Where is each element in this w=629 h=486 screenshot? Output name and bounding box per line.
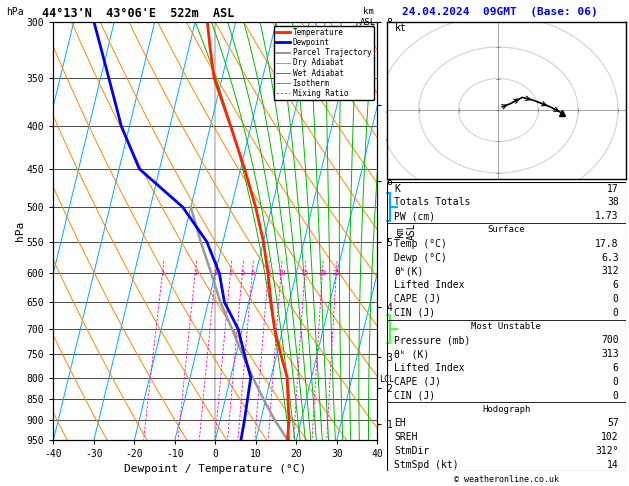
Text: Most Unstable: Most Unstable [471,322,542,331]
Text: 6: 6 [250,270,254,276]
Text: 44°13'N  43°06'E  522m  ASL: 44°13'N 43°06'E 522m ASL [42,7,235,20]
Text: LCL: LCL [379,375,394,384]
Text: 10: 10 [277,270,285,276]
Text: 1.73: 1.73 [595,211,619,221]
Text: 6: 6 [613,280,619,290]
Text: 2: 2 [193,270,198,276]
Text: 57: 57 [607,418,619,428]
Text: 14: 14 [607,460,619,469]
Text: 5: 5 [240,270,245,276]
Text: Lifted Index: Lifted Index [394,363,464,373]
Text: CAPE (J): CAPE (J) [394,377,441,387]
Text: 6.3: 6.3 [601,253,619,262]
Text: 38: 38 [607,197,619,208]
Text: 8: 8 [266,270,270,276]
Text: CIN (J): CIN (J) [394,308,435,318]
Text: 17: 17 [607,184,619,193]
Text: Totals Totals: Totals Totals [394,197,470,208]
Text: PW (cm): PW (cm) [394,211,435,221]
Text: 25: 25 [332,270,340,276]
Text: CAPE (J): CAPE (J) [394,294,441,304]
Legend: Temperature, Dewpoint, Parcel Trajectory, Dry Adiabat, Wet Adiabat, Isotherm, Mi: Temperature, Dewpoint, Parcel Trajectory… [274,26,374,100]
Text: SREH: SREH [394,432,418,442]
Text: θᵏ(K): θᵏ(K) [394,266,423,277]
Text: StmSpd (kt): StmSpd (kt) [394,460,459,469]
Text: K: K [394,184,400,193]
Text: © weatheronline.co.uk: © weatheronline.co.uk [454,474,559,484]
Text: θᵏ (K): θᵏ (K) [394,349,429,359]
Text: 24.04.2024  09GMT  (Base: 06): 24.04.2024 09GMT (Base: 06) [402,7,598,17]
Text: km
ASL: km ASL [360,7,376,27]
Text: Lifted Index: Lifted Index [394,280,464,290]
Text: 17.8: 17.8 [595,239,619,249]
Text: 1: 1 [160,270,165,276]
Y-axis label: hPa: hPa [16,221,25,241]
Text: 312°: 312° [595,446,619,456]
Text: 0: 0 [613,377,619,387]
Text: 20: 20 [318,270,326,276]
Text: CIN (J): CIN (J) [394,391,435,400]
Text: 700: 700 [601,335,619,346]
Text: 0: 0 [613,294,619,304]
Text: StmDir: StmDir [394,446,429,456]
Text: 0: 0 [613,308,619,318]
X-axis label: Dewpoint / Temperature (°C): Dewpoint / Temperature (°C) [125,465,306,474]
Text: Temp (°C): Temp (°C) [394,239,447,249]
Text: 6: 6 [613,363,619,373]
Text: 313: 313 [601,349,619,359]
Text: EH: EH [394,418,406,428]
Text: Pressure (mb): Pressure (mb) [394,335,470,346]
Text: 102: 102 [601,432,619,442]
Text: Dewp (°C): Dewp (°C) [394,253,447,262]
Text: 312: 312 [601,266,619,277]
Text: Hodograph: Hodograph [482,405,530,414]
Text: Surface: Surface [487,226,525,234]
Text: 0: 0 [613,391,619,400]
Y-axis label: km
ASL: km ASL [395,222,416,240]
Text: 4: 4 [228,270,233,276]
Text: hPa: hPa [6,7,24,17]
Text: 3: 3 [213,270,218,276]
Text: 15: 15 [301,270,309,276]
Text: kt: kt [395,23,406,34]
